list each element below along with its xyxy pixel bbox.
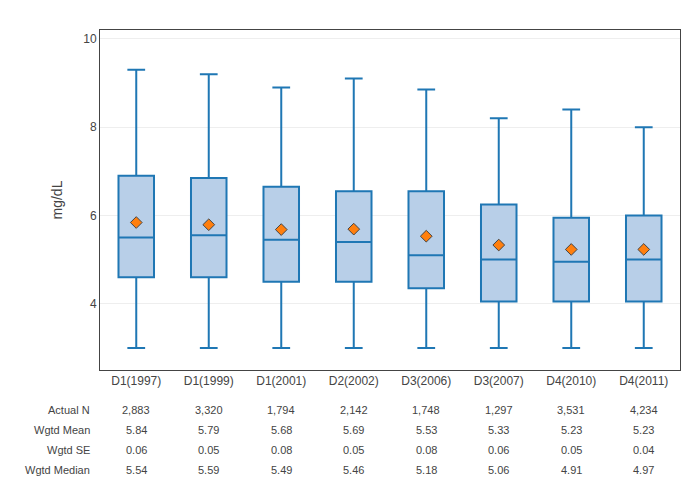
svg-text:2,142: 2,142 (340, 404, 368, 416)
svg-text:4.97: 4.97 (633, 464, 654, 476)
svg-text:D4(2010): D4(2010) (546, 374, 596, 388)
svg-text:5.79: 5.79 (198, 424, 219, 436)
svg-text:1,297: 1,297 (485, 404, 513, 416)
svg-text:4.91: 4.91 (561, 464, 582, 476)
svg-text:D1(1997): D1(1997) (111, 374, 161, 388)
svg-text:0.08: 0.08 (271, 444, 292, 456)
svg-text:Wgtd Median: Wgtd Median (25, 464, 90, 476)
svg-text:D3(2006): D3(2006) (401, 374, 451, 388)
svg-text:Wgtd SE: Wgtd SE (47, 444, 90, 456)
svg-text:0.05: 0.05 (561, 444, 582, 456)
svg-text:0.06: 0.06 (488, 444, 509, 456)
svg-text:2,883: 2,883 (122, 404, 150, 416)
svg-text:5.59: 5.59 (198, 464, 219, 476)
svg-text:5.69: 5.69 (343, 424, 364, 436)
svg-text:D2(2002): D2(2002) (329, 374, 379, 388)
svg-text:6: 6 (90, 209, 97, 223)
svg-text:10: 10 (83, 32, 97, 46)
svg-text:D4(2011): D4(2011) (619, 374, 668, 388)
svg-text:Wgtd Mean: Wgtd Mean (34, 424, 90, 436)
svg-text:0.05: 0.05 (198, 444, 219, 456)
svg-text:3,531: 3,531 (557, 404, 585, 416)
svg-text:5.84: 5.84 (126, 424, 147, 436)
svg-text:5.23: 5.23 (561, 424, 582, 436)
svg-text:5.23: 5.23 (633, 424, 654, 436)
svg-text:mg/dL: mg/dL (49, 180, 65, 219)
svg-text:0.05: 0.05 (343, 444, 364, 456)
svg-text:4: 4 (90, 297, 97, 311)
svg-text:1,794: 1,794 (267, 404, 295, 416)
svg-text:1,748: 1,748 (412, 404, 440, 416)
svg-text:3,320: 3,320 (195, 404, 223, 416)
svg-text:D3(2007): D3(2007) (474, 374, 524, 388)
svg-text:5.54: 5.54 (126, 464, 147, 476)
svg-text:0.06: 0.06 (126, 444, 147, 456)
svg-text:Actual N: Actual N (48, 404, 90, 416)
svg-text:8: 8 (90, 120, 97, 134)
svg-text:0.08: 0.08 (416, 444, 437, 456)
svg-text:5.49: 5.49 (271, 464, 292, 476)
svg-text:0.04: 0.04 (633, 444, 654, 456)
svg-text:5.68: 5.68 (271, 424, 292, 436)
svg-text:D1(1999): D1(1999) (184, 374, 234, 388)
svg-text:5.53: 5.53 (416, 424, 437, 436)
svg-text:5.46: 5.46 (343, 464, 364, 476)
svg-text:5.33: 5.33 (488, 424, 509, 436)
svg-text:5.06: 5.06 (488, 464, 509, 476)
svg-text:4,234: 4,234 (630, 404, 658, 416)
svg-text:5.18: 5.18 (416, 464, 437, 476)
svg-text:D1(2001): D1(2001) (256, 374, 306, 388)
